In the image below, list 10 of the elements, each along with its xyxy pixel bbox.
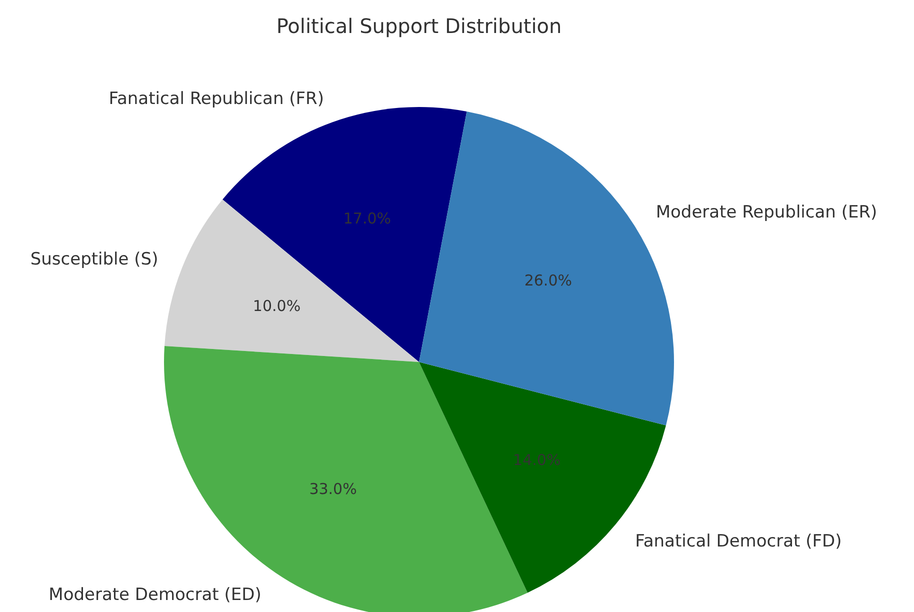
slice-label: Moderate Democrat (ED) [48, 584, 262, 605]
data-label: 17.0% [343, 209, 391, 228]
chart-title: Political Support Distribution [276, 14, 562, 38]
slice-label: Susceptible (S) [30, 250, 158, 270]
data-label: 10.0% [252, 296, 301, 315]
data-label: 33.0% [309, 480, 357, 498]
slice-label: Moderate Republican (ER) [656, 202, 878, 223]
slice-label: Fanatical Republican (FR) [108, 89, 324, 110]
data-label: 26.0% [524, 271, 572, 290]
slice-label: Fanatical Democrat (FD) [635, 532, 842, 552]
